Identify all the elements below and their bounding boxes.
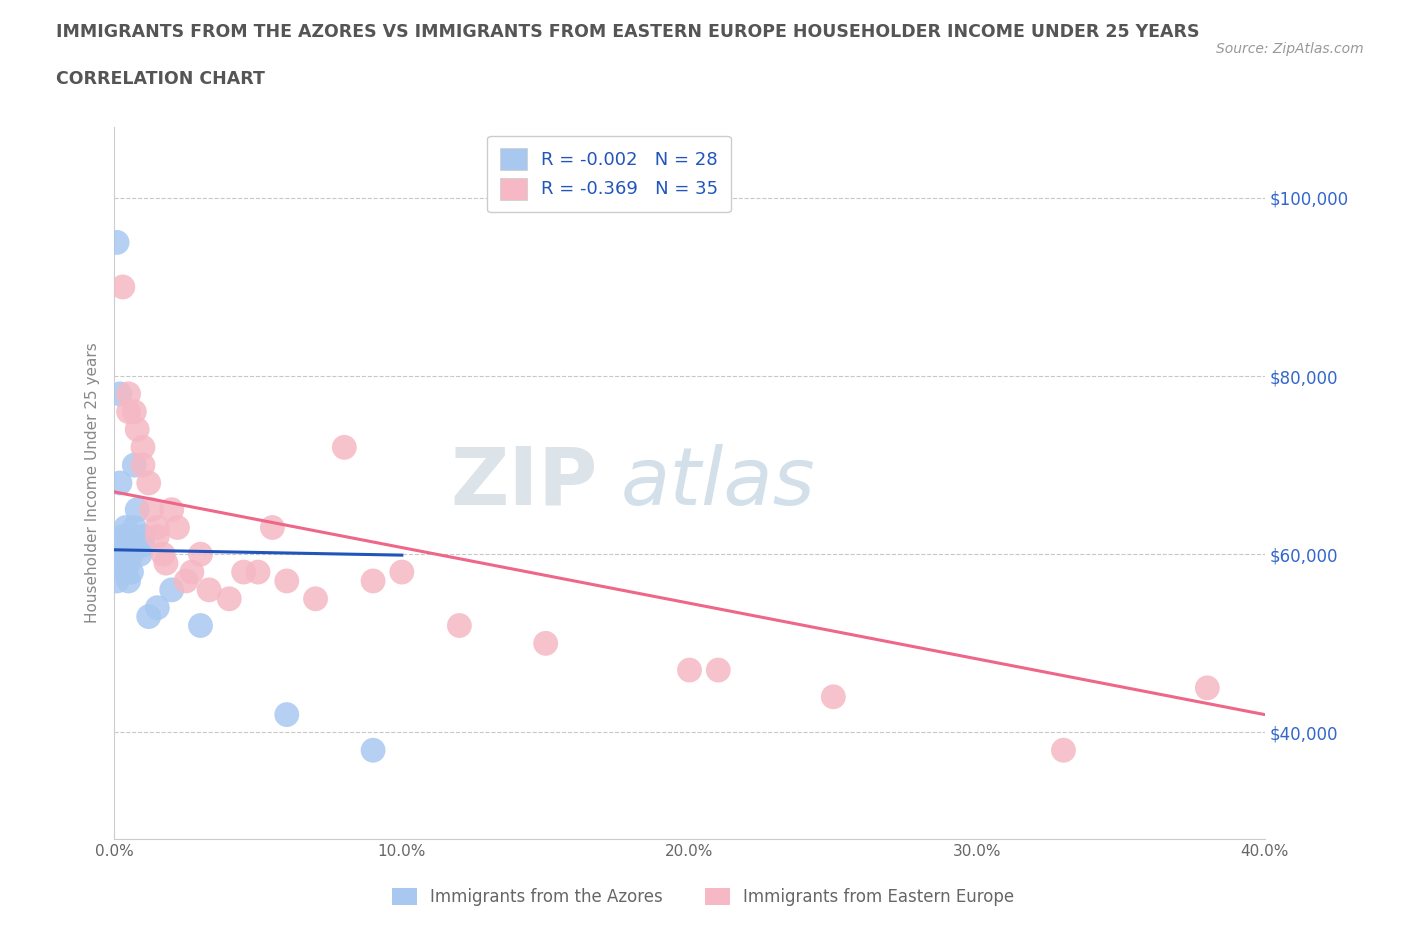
Point: [1052, 743, 1074, 758]
Point: [120, 538, 142, 552]
Point: [114, 520, 136, 535]
Point: [117, 387, 139, 402]
Point: [823, 689, 845, 704]
Point: [333, 440, 356, 455]
Text: IMMIGRANTS FROM THE AZORES VS IMMIGRANTS FROM EASTERN EUROPE HOUSEHOLDER INCOME : IMMIGRANTS FROM THE AZORES VS IMMIGRANTS…: [56, 23, 1199, 41]
Point: [391, 565, 413, 579]
Point: [132, 538, 155, 552]
Point: [166, 520, 188, 535]
Text: Source: ZipAtlas.com: Source: ZipAtlas.com: [1216, 42, 1364, 56]
Legend: R = -0.002   N = 28, R = -0.369   N = 35: R = -0.002 N = 28, R = -0.369 N = 35: [486, 136, 731, 212]
Point: [160, 502, 183, 517]
Point: [111, 280, 134, 295]
Point: [114, 565, 136, 579]
Point: [160, 582, 183, 597]
Text: ZIP: ZIP: [450, 444, 598, 522]
Point: [138, 609, 160, 624]
Point: [198, 582, 221, 597]
Point: [262, 520, 284, 535]
Point: [190, 547, 212, 562]
Point: [111, 556, 134, 571]
Point: [180, 565, 202, 579]
Point: [120, 547, 142, 562]
Point: [146, 520, 169, 535]
Point: [124, 458, 146, 472]
Point: [111, 529, 134, 544]
Point: [129, 547, 152, 562]
Point: [678, 662, 700, 677]
Point: [124, 405, 146, 419]
Point: [276, 707, 298, 722]
Point: [141, 502, 163, 517]
Point: [304, 591, 326, 606]
Point: [111, 547, 134, 562]
Point: [108, 538, 131, 552]
Point: [132, 440, 155, 455]
Point: [105, 574, 128, 589]
Point: [174, 574, 197, 589]
Point: [108, 475, 131, 490]
Point: [124, 520, 146, 535]
Y-axis label: Householder Income Under 25 years: Householder Income Under 25 years: [86, 342, 100, 623]
Point: [232, 565, 254, 579]
Point: [105, 235, 128, 250]
Point: [276, 574, 298, 589]
Point: [361, 743, 384, 758]
Text: CORRELATION CHART: CORRELATION CHART: [56, 70, 266, 87]
Point: [707, 662, 730, 677]
Legend: Immigrants from the Azores, Immigrants from Eastern Europe: Immigrants from the Azores, Immigrants f…: [385, 881, 1021, 912]
Point: [138, 475, 160, 490]
Point: [1197, 681, 1219, 696]
Point: [146, 529, 169, 544]
Point: [152, 547, 174, 562]
Point: [117, 556, 139, 571]
Point: [534, 636, 557, 651]
Point: [146, 600, 169, 615]
Point: [155, 556, 177, 571]
Point: [190, 618, 212, 633]
Point: [117, 574, 139, 589]
Text: atlas: atlas: [620, 444, 815, 522]
Point: [117, 405, 139, 419]
Point: [361, 574, 384, 589]
Point: [127, 422, 149, 437]
Point: [218, 591, 240, 606]
Point: [247, 565, 270, 579]
Point: [132, 529, 155, 544]
Point: [127, 502, 149, 517]
Point: [120, 565, 142, 579]
Point: [132, 458, 155, 472]
Point: [449, 618, 471, 633]
Point: [117, 529, 139, 544]
Point: [108, 387, 131, 402]
